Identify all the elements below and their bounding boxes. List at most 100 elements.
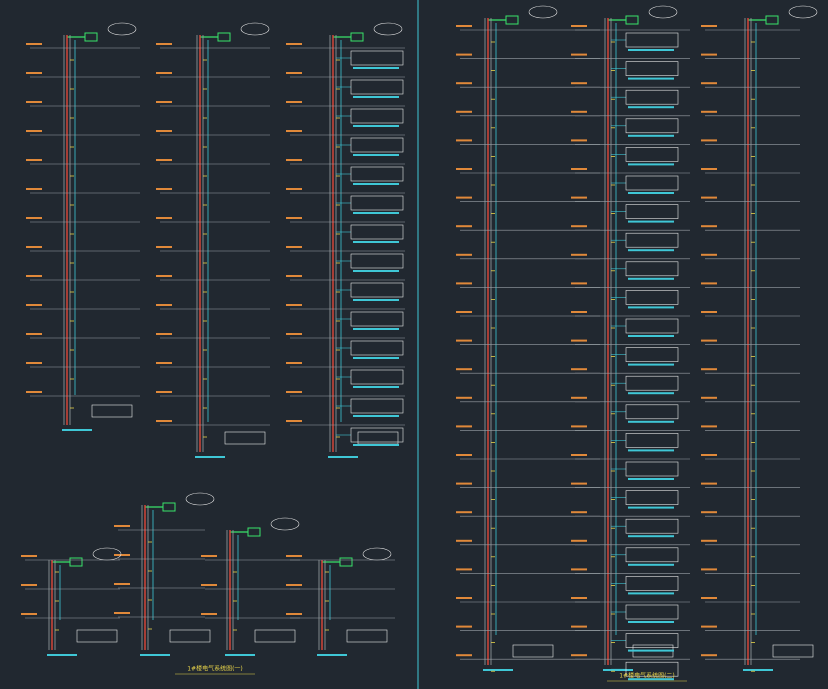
floor-label (286, 420, 302, 422)
circuit-text (353, 212, 399, 214)
floor-label (571, 539, 587, 542)
floor-label (701, 25, 717, 27)
circuit-text (628, 163, 674, 166)
circuit-text (628, 306, 674, 309)
floor-label (571, 482, 587, 485)
circuit-box (625, 661, 679, 677)
circuit-text (628, 277, 674, 280)
circuit-text (628, 649, 674, 652)
floor-label (26, 72, 42, 74)
floor-label (201, 584, 217, 586)
circuit-box (350, 311, 404, 327)
floor-label (571, 25, 587, 27)
floor-label (456, 282, 472, 285)
floor-label (456, 396, 472, 399)
floor-label (456, 196, 472, 199)
floor-label (456, 368, 472, 371)
floor-label (114, 583, 130, 585)
junction-cloud (788, 5, 818, 19)
floor-label (286, 304, 302, 306)
floor-label (571, 511, 587, 514)
circuit-box (625, 576, 679, 591)
floor-label (201, 613, 217, 615)
floor-label (286, 246, 302, 248)
floor-label (156, 420, 172, 422)
floor-label (286, 333, 302, 335)
floor-label (21, 584, 37, 586)
circuit-text (353, 299, 399, 301)
floor-label (156, 217, 172, 219)
floor-label (156, 159, 172, 161)
floor-label (571, 396, 587, 399)
floor-label (456, 454, 472, 456)
circuit-box (625, 490, 679, 505)
circuit-text (628, 678, 674, 681)
meter-box (217, 32, 231, 42)
floor-label (571, 311, 587, 313)
circuit-text (628, 392, 674, 395)
floor-label (156, 333, 172, 335)
circuit-box (625, 433, 679, 448)
floor-label (286, 72, 302, 74)
circuit-box (625, 261, 679, 277)
circuit-text (628, 335, 674, 337)
floor-label (701, 368, 717, 371)
circuit-text (628, 621, 674, 623)
floor-label (571, 597, 587, 599)
floor-label (286, 130, 302, 132)
junction-cloud (373, 22, 403, 36)
floor-label (201, 555, 217, 557)
riser-tag (483, 669, 513, 671)
cable-note (91, 404, 133, 418)
floor-label (156, 362, 172, 364)
riser-tag (328, 456, 358, 458)
floor-label (456, 25, 472, 27)
floor-label (286, 275, 302, 277)
circuit-box (625, 375, 679, 391)
floor-label (571, 196, 587, 199)
floor-label (571, 53, 587, 56)
floor-label (571, 368, 587, 371)
circuit-box (350, 253, 404, 269)
floor-label (114, 554, 130, 556)
circuit-text (628, 563, 674, 566)
circuit-text (628, 449, 674, 452)
floor-label (456, 253, 472, 256)
circuit-text (628, 420, 674, 423)
circuit-text (628, 506, 674, 509)
circuit-box (625, 89, 679, 105)
floor-label (456, 625, 472, 628)
meter-box (162, 502, 176, 512)
cable-note (76, 629, 118, 643)
meter-box (84, 32, 98, 42)
circuit-text (353, 270, 399, 272)
floor-label (26, 188, 42, 190)
floor-label (456, 311, 472, 313)
floor-label (21, 613, 37, 615)
floor-label (286, 362, 302, 364)
junction-cloud (648, 5, 678, 19)
floor-label (456, 568, 472, 571)
riser-tag (140, 654, 170, 656)
floor-label (456, 539, 472, 542)
floor-label (701, 454, 717, 456)
floor-label (286, 584, 302, 586)
circuit-box (625, 518, 679, 534)
circuit-text (628, 77, 674, 80)
floor-label (286, 188, 302, 190)
floor-label (701, 139, 717, 142)
circuit-text (628, 220, 674, 223)
circuit-box (350, 108, 404, 124)
circuit-box (350, 282, 404, 298)
floor-label (456, 654, 472, 657)
junction-cloud (528, 5, 558, 19)
floor-label (701, 339, 717, 342)
floor-label (701, 225, 717, 228)
floor-label (701, 168, 717, 170)
floor-label (701, 53, 717, 56)
floor-label (156, 130, 172, 132)
circuit-box (625, 461, 679, 477)
cable-note (346, 629, 388, 643)
